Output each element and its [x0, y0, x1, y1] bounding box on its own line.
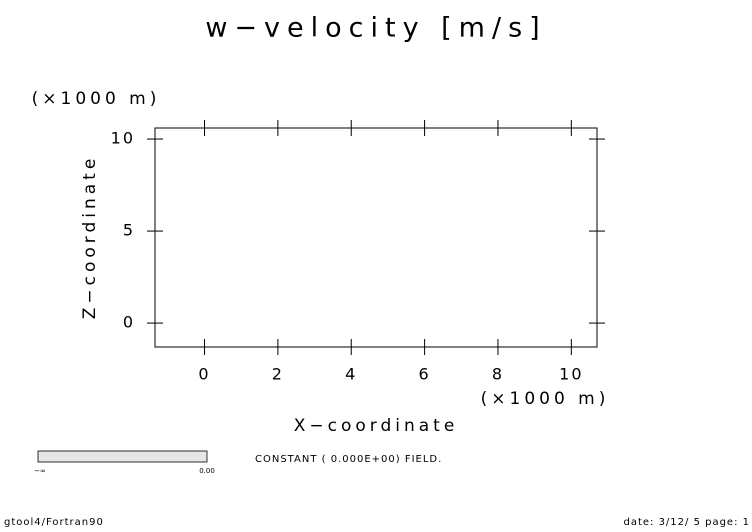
- x-tick-label: 0: [198, 365, 210, 384]
- color-bar-max-label: 0.00: [199, 467, 215, 475]
- chart-title: w−velocity [m/s]: [205, 13, 546, 44]
- x-tick-label: 8: [492, 365, 504, 384]
- footer-left: gtool4/Fortran90: [4, 517, 104, 528]
- y-tick-label: 10: [111, 129, 135, 148]
- y-unit-label: (×1000 m): [32, 89, 161, 109]
- x-tick-label: 10: [559, 365, 583, 384]
- color-bar: [37, 450, 208, 463]
- x-axis-label: X−coordinate: [294, 416, 459, 436]
- y-tick-label: 5: [123, 221, 135, 240]
- y-tick-label: 0: [123, 313, 135, 332]
- plot-frame: [154, 127, 598, 348]
- x-tick-label: 2: [272, 365, 284, 384]
- field-note: CONSTANT ( 0.000E+00) FIELD.: [255, 454, 442, 465]
- y-axis-label: Z−coordinate: [80, 155, 100, 320]
- x-tick-label: 6: [419, 365, 431, 384]
- footer-right: date: 3/12/ 5 page: 1: [623, 517, 750, 528]
- x-unit-label: (×1000 m): [481, 389, 610, 409]
- x-tick-label: 4: [345, 365, 357, 384]
- color-bar-min-label: −∞: [34, 467, 46, 475]
